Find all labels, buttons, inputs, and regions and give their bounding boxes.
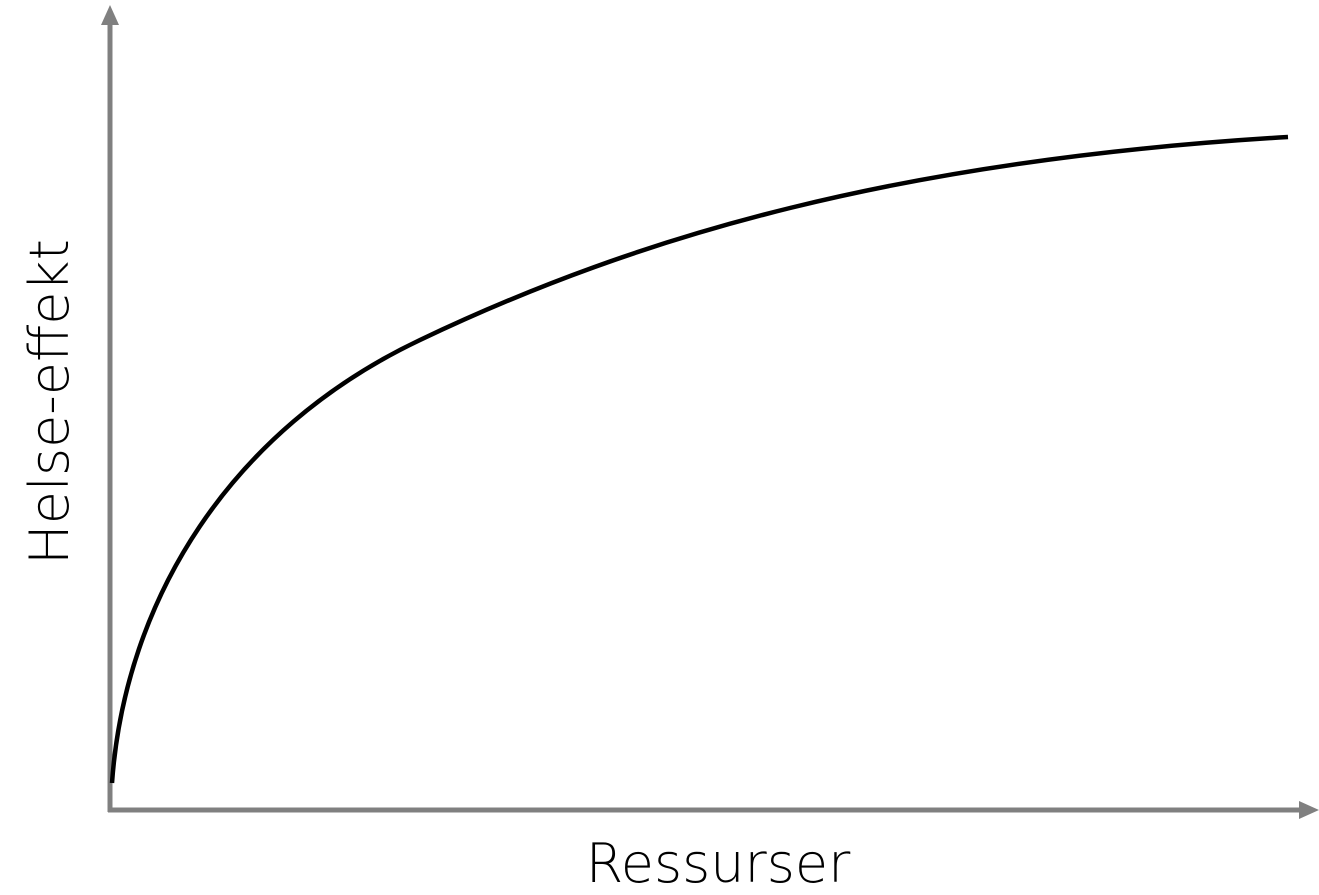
x-axis-arrow xyxy=(1299,801,1319,819)
y-axis-arrow xyxy=(101,5,119,25)
x-axis-label: Ressurser xyxy=(586,832,851,895)
y-axis-label: Helse-effekt xyxy=(18,239,81,565)
curve xyxy=(109,134,1289,784)
